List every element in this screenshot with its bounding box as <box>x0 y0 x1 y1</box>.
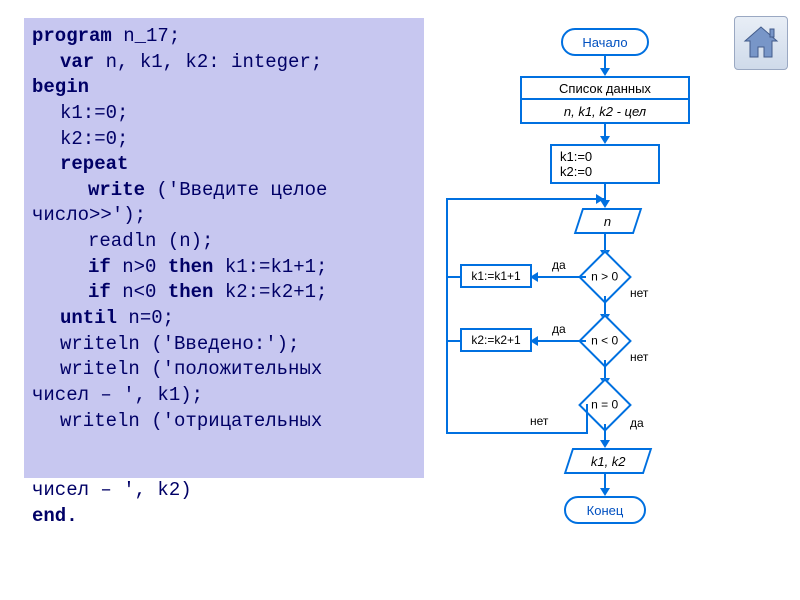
yes-label: да <box>552 322 566 336</box>
code-line: repeat <box>32 152 416 178</box>
node-inc2: k2:=k2+1 <box>460 328 532 352</box>
code-line: end. <box>32 504 416 530</box>
code-line: число>>'); <box>32 203 416 229</box>
node-input-n: n <box>574 208 642 234</box>
node-start: Начало <box>561 28 649 56</box>
code-line: чисел – ', k2) <box>32 478 416 504</box>
start-label: Начало <box>582 35 627 50</box>
arrow-icon <box>600 136 610 144</box>
code-line: чисел – ', k1); <box>32 383 416 409</box>
arrow-icon <box>600 68 610 76</box>
node-inc1: k1:=k1+1 <box>460 264 532 288</box>
connector <box>446 340 460 342</box>
yes-label: да <box>630 416 644 430</box>
code-line: if n<0 then k2:=k2+1; <box>32 280 416 306</box>
code-panel: program n_17; var n, k1, k2: integer; be… <box>24 18 424 478</box>
node-datalist-vars: n, k1, k2 - цел <box>520 100 690 124</box>
no-label: нет <box>530 414 548 428</box>
code-line: write ('Введите целое <box>32 178 416 204</box>
code-line: writeln ('положительных <box>32 357 416 383</box>
cond3-label: n = 0 <box>591 398 618 412</box>
connector <box>586 405 588 432</box>
connector <box>446 276 460 278</box>
code-line: writeln ('Введено:'); <box>32 332 416 358</box>
code-line: writeln ('отрицательных <box>32 409 416 435</box>
inc2-label: k2:=k2+1 <box>471 333 520 347</box>
connector <box>534 276 586 278</box>
connector <box>446 198 448 434</box>
datalist-title-label: Список данных <box>559 81 651 96</box>
connector <box>446 432 586 434</box>
arrow-icon <box>600 488 610 496</box>
code-line: begin <box>32 75 416 101</box>
flowchart: Начало Список данных n, k1, k2 - цел k1:… <box>430 20 790 580</box>
connector <box>534 340 586 342</box>
no-label: нет <box>630 286 648 300</box>
datalist-vars-label: n, k1, k2 - цел <box>564 104 646 119</box>
end-label: Конец <box>587 503 624 518</box>
code-line: if n>0 then k1:=k1+1; <box>32 255 416 281</box>
node-output: k1, k2 <box>564 448 652 474</box>
code-line: until n=0; <box>32 306 416 332</box>
cond2-label: n < 0 <box>591 334 618 348</box>
yes-label: да <box>552 258 566 272</box>
init-label: k1:=0 k2:=0 <box>560 149 592 179</box>
node-init: k1:=0 k2:=0 <box>550 144 660 184</box>
output-label: k1, k2 <box>591 454 626 469</box>
cond1-label: n > 0 <box>591 270 618 284</box>
code-line: k1:=0; <box>32 101 416 127</box>
code-line: var n, k1, k2: integer; <box>32 50 416 76</box>
code-line: k2:=0; <box>32 127 416 153</box>
no-label: нет <box>630 350 648 364</box>
arrow-icon <box>596 194 604 204</box>
connector <box>446 198 604 200</box>
input-n-label: n <box>604 214 611 229</box>
inc1-label: k1:=k1+1 <box>471 269 520 283</box>
node-end: Конец <box>564 496 646 524</box>
node-datalist-title: Список данных <box>520 76 690 100</box>
code-line: program n_17; <box>32 24 416 50</box>
code-overflow: чисел – ', k2) end. <box>24 478 424 535</box>
arrow-icon <box>600 440 610 448</box>
code-line: readln (n); <box>32 229 416 255</box>
